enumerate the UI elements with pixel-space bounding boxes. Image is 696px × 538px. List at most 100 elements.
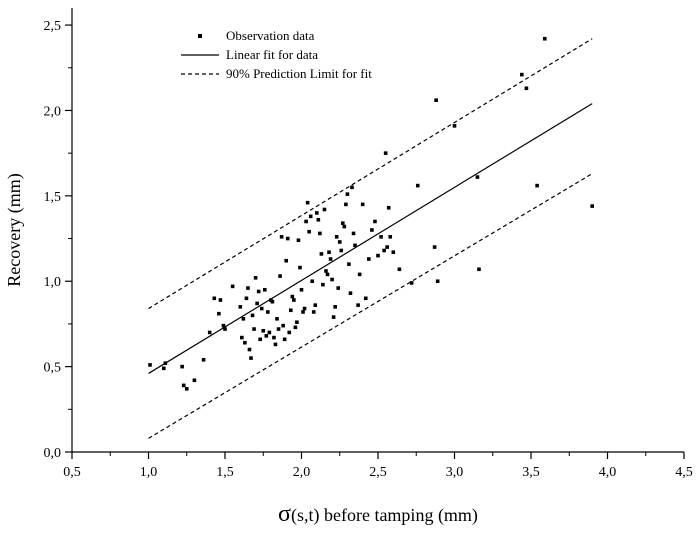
data-point xyxy=(373,219,377,224)
data-point xyxy=(288,308,293,313)
data-point xyxy=(261,328,266,333)
data-point xyxy=(341,221,345,225)
data-point xyxy=(318,231,322,236)
x-tick-label: 4,0 xyxy=(599,465,617,480)
data-point xyxy=(376,253,380,258)
data-point xyxy=(327,250,331,254)
data-point xyxy=(162,366,166,371)
data-point xyxy=(181,383,186,388)
data-point xyxy=(391,250,396,254)
x-tick-label: 2,0 xyxy=(293,465,311,480)
data-point xyxy=(382,248,386,253)
y-tick-label: 2,5 xyxy=(44,19,62,34)
data-point xyxy=(347,262,351,266)
data-point xyxy=(590,204,594,208)
data-point xyxy=(333,305,337,309)
data-point xyxy=(325,272,330,277)
y-tick-label: 1,0 xyxy=(44,275,62,290)
legend-label: Linear fit for data xyxy=(226,47,318,62)
data-point xyxy=(435,279,440,284)
legend-label: Observation data xyxy=(226,28,315,43)
data-point xyxy=(409,281,414,285)
data-point xyxy=(148,363,152,367)
data-point xyxy=(432,245,437,249)
data-point xyxy=(356,303,360,307)
data-point xyxy=(249,356,253,360)
data-point xyxy=(180,364,184,369)
data-point xyxy=(201,357,206,362)
data-point xyxy=(524,86,529,91)
data-point xyxy=(331,315,336,319)
data-point xyxy=(252,327,256,331)
data-point xyxy=(535,183,539,188)
data-point xyxy=(388,235,393,239)
data-point xyxy=(415,183,420,188)
data-point xyxy=(370,228,374,232)
data-point xyxy=(385,245,389,249)
data-point xyxy=(336,286,341,290)
legend: Observation data Linear fit for data 90% P… xyxy=(181,28,372,81)
data-point xyxy=(321,282,325,287)
data-point xyxy=(339,248,344,253)
data-point xyxy=(296,238,301,243)
data-point xyxy=(250,313,255,318)
data-point xyxy=(212,296,217,301)
x-tick-label: 1,5 xyxy=(216,465,234,480)
data-point xyxy=(256,289,261,294)
data-point xyxy=(298,265,302,270)
data-point xyxy=(264,334,269,338)
data-point xyxy=(315,211,319,215)
data-point xyxy=(246,286,250,290)
data-point xyxy=(348,291,353,295)
data-point xyxy=(305,200,310,205)
data-point xyxy=(221,323,226,328)
data-point xyxy=(266,310,270,314)
data-point xyxy=(262,287,267,292)
data-point xyxy=(311,310,316,314)
observation-points xyxy=(148,36,594,391)
data-point xyxy=(324,269,328,273)
x-tick-label: 1,0 xyxy=(140,465,158,480)
data-point xyxy=(367,257,371,261)
data-point xyxy=(207,330,212,335)
data-point xyxy=(351,231,356,236)
data-point xyxy=(292,298,296,302)
data-point xyxy=(304,219,308,224)
data-point xyxy=(301,310,305,314)
data-point xyxy=(230,284,235,289)
data-point xyxy=(218,298,223,302)
legend-label: 90% Prediction Limit for fit xyxy=(226,66,372,81)
y-tick-label: 2,0 xyxy=(44,104,62,119)
data-point xyxy=(247,347,252,352)
data-point xyxy=(344,202,348,207)
y-axis-title: Recovery (mm) xyxy=(4,173,25,286)
data-point xyxy=(379,235,383,239)
data-point xyxy=(353,243,357,248)
data-point xyxy=(243,340,247,345)
data-point xyxy=(452,124,457,128)
data-point xyxy=(434,98,438,103)
x-tick-label: 2,5 xyxy=(369,465,387,480)
data-point xyxy=(357,272,362,277)
data-point xyxy=(241,317,246,321)
data-point xyxy=(475,175,480,179)
data-point xyxy=(386,206,391,210)
data-point xyxy=(319,252,324,256)
data-point xyxy=(397,267,402,272)
data-point xyxy=(477,267,481,272)
data-point xyxy=(350,185,354,190)
data-point xyxy=(184,387,189,391)
data-point xyxy=(310,279,315,284)
data-point xyxy=(383,151,388,155)
x-tick-label: 3,5 xyxy=(522,465,540,480)
data-point xyxy=(272,335,276,340)
data-point xyxy=(363,296,368,301)
data-point xyxy=(293,325,298,330)
data-point xyxy=(299,287,304,292)
x-axis-title-symbol: σ xyxy=(278,501,291,527)
data-point xyxy=(330,277,334,282)
linear-fit-line xyxy=(148,103,593,374)
data-point xyxy=(307,229,311,234)
data-point xyxy=(542,36,547,41)
data-point xyxy=(328,257,333,261)
